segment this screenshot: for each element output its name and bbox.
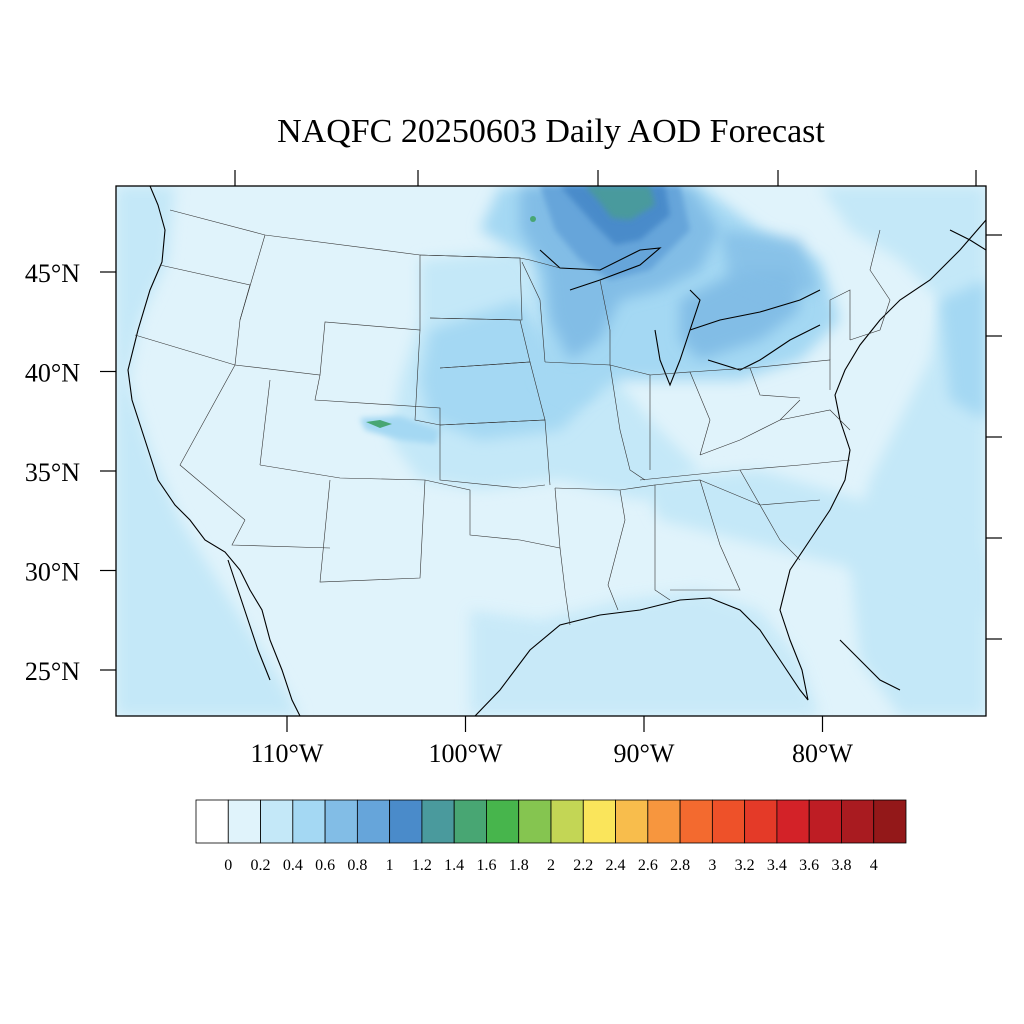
coastline	[127, 186, 986, 716]
colorbar-swatch	[324, 799, 358, 844]
colorbar-swatch	[615, 799, 649, 844]
colorbar-label: 3.8	[831, 857, 851, 874]
colorbar-label: 1.6	[476, 857, 496, 874]
lat-label: 45°N	[25, 259, 80, 288]
map-panel	[116, 186, 986, 716]
lat-label: 40°N	[25, 359, 80, 388]
colorbar-swatch	[518, 799, 552, 844]
colorbar-swatch	[486, 799, 520, 844]
colorbar-label: 3.4	[767, 857, 787, 874]
colorado-fire-streak-1.6	[366, 420, 392, 428]
latitude-axis: 45°N 40°N 35°N 30°N 25°N	[25, 259, 116, 686]
lat-label: 30°N	[25, 558, 80, 587]
colorbar-swatch	[873, 799, 907, 844]
lon-label: 80°W	[792, 739, 853, 768]
colorbar-swatch	[195, 799, 229, 844]
colorbar: 0 0.2 0.4 0.6 0.8 1 1.2 1.4 1.6 1.8 2 2.2 2.4 2.6 2.8 3…	[195, 799, 907, 874]
ontario-0.8	[720, 230, 820, 300]
colorbar-label: 0.4	[283, 857, 303, 874]
colorbar-swatch	[292, 799, 326, 844]
colorbar-label: 2	[547, 857, 555, 874]
colorbar-swatch	[647, 799, 681, 844]
atlantic-band-0.6	[940, 280, 986, 420]
colorbar-label: 3.6	[799, 857, 819, 874]
colorbar-swatch	[550, 799, 584, 844]
colorbar-label: 1.2	[412, 857, 432, 874]
colorbar-label: 0	[224, 857, 232, 874]
colorbar-label: 2.4	[606, 857, 626, 874]
colorbar-swatch	[808, 799, 842, 844]
colorbar-label: 1.8	[509, 857, 529, 874]
colorbar-swatch	[389, 799, 423, 844]
colorbar-label: 0.2	[251, 857, 271, 874]
colorbar-swatch	[260, 799, 294, 844]
top-ticks	[234, 170, 977, 186]
lon-label: 90°W	[614, 739, 675, 768]
lat-label: 35°N	[25, 458, 80, 487]
colorbar-swatch	[582, 799, 616, 844]
colorbar-swatch	[841, 799, 875, 844]
map-title: NAQFC 20250603 Daily AOD Forecast	[277, 113, 825, 150]
east-coast-0.4	[640, 470, 986, 620]
plains-corridor-0.6	[420, 300, 600, 440]
colorbar-swatch	[227, 799, 261, 844]
colorbar-label: 0.6	[315, 857, 335, 874]
longitude-axis: 110°W 100°W 90°W 80°W	[251, 716, 853, 768]
colorbar-label: 4	[870, 857, 878, 874]
colorbar-label: 3	[708, 857, 716, 874]
colorbar-label: 1	[386, 857, 394, 874]
minnesota-plume-1.4	[585, 186, 655, 220]
colorbar-swatch	[776, 799, 810, 844]
colorbar-label: 2.6	[638, 857, 658, 874]
pacific-coast-aod-shading	[116, 186, 300, 716]
colorbar-label: 1.4	[444, 857, 464, 874]
colorbar-label: 2.8	[670, 857, 690, 874]
colorbar-label: 2.2	[573, 857, 593, 874]
right-ticks	[986, 234, 1002, 640]
lon-label: 100°W	[429, 739, 503, 768]
colorbar-label: 3.2	[735, 857, 755, 874]
map-frame	[115, 185, 987, 717]
colorbar-swatch	[356, 799, 391, 844]
colorbar-swatch	[453, 799, 487, 844]
colorbar-swatch	[421, 799, 455, 844]
minnesota-hotspot	[530, 216, 536, 222]
colorbar-swatch	[679, 799, 713, 844]
state-boundaries	[134, 209, 891, 626]
colorbar-swatch	[744, 799, 778, 844]
lon-label: 110°W	[251, 739, 324, 768]
gulf-coast-aod-shading	[470, 590, 820, 716]
colorbar-swatch	[711, 799, 746, 844]
colorbar-label: 0.8	[347, 857, 367, 874]
lat-label: 25°N	[25, 657, 80, 686]
